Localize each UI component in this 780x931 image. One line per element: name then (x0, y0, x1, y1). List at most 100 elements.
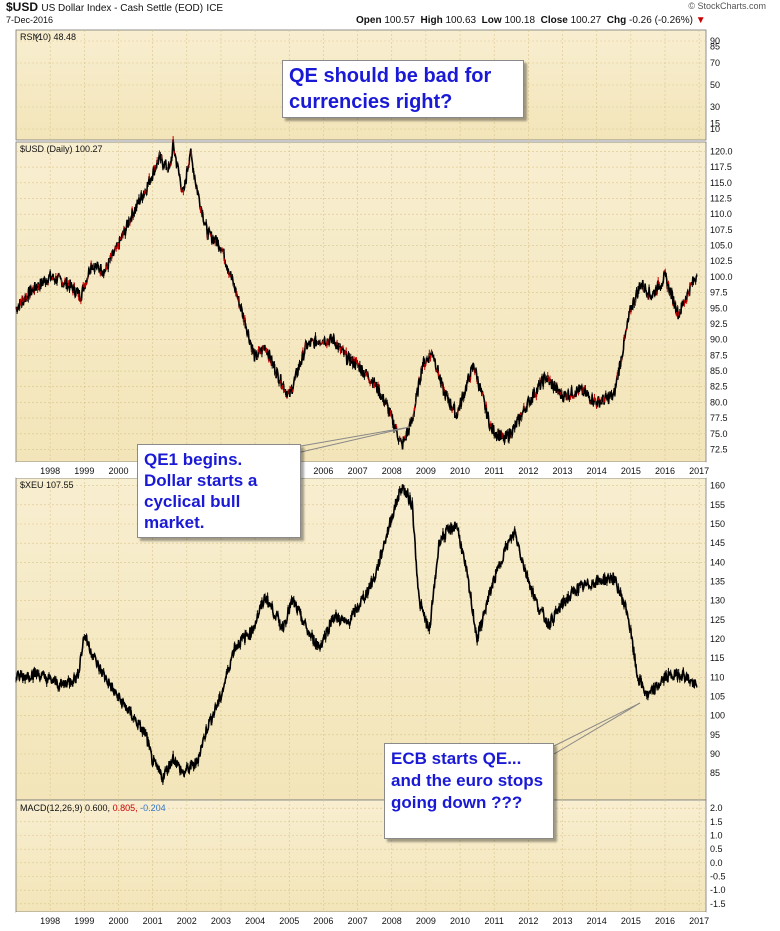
y-tick-label: -1.0 (710, 885, 726, 895)
callout-qe1-pointer-2 (300, 426, 411, 453)
x-tick-label: 2009 (416, 466, 436, 476)
y-tick-label: 110.0 (710, 209, 732, 219)
panel-macd (15, 799, 707, 913)
callout-qe-bad-text: QE should be bad for currencies right? (289, 65, 492, 113)
rsi-marker-icon (33, 33, 41, 39)
x-tick-label: 2003 (211, 916, 231, 926)
x-tick-label: 2011 (485, 916, 504, 926)
y-tick-label: 0.5 (710, 844, 723, 854)
y-tick-label: 110 (710, 672, 724, 682)
y-tick-label: 125 (710, 615, 725, 625)
date: 7-Dec-2016 (6, 15, 54, 25)
x-tick-label: 2008 (382, 466, 402, 476)
callout-qe1-pointer (300, 426, 411, 447)
callout-ecb-pointer-2 (553, 702, 641, 755)
y-tick-label: 0.0 (710, 858, 723, 868)
symbol-description: US Dollar Index - Cash Settle (EOD) (41, 3, 204, 14)
callout-qe1-text: QE1 begins. Dollar starts a cyclical bul… (144, 450, 258, 532)
y-tick-label: -1.5 (710, 899, 726, 909)
close-label: Close (540, 15, 568, 26)
y-tick-label: 92.5 (710, 319, 728, 329)
open-value: 100.57 (384, 15, 415, 26)
y-tick-label: 112.5 (710, 193, 732, 203)
usd-label: $USD (Daily) 100.27 (20, 144, 103, 154)
y-tick-label: 105.0 (710, 241, 733, 251)
chg-label: Chg (606, 15, 627, 26)
y-tick-label: 100.0 (710, 272, 733, 282)
macd-label: MACD(12,26,9) 0.600, 0.805, -0.204 (20, 803, 166, 813)
x-tick-label: 2015 (621, 466, 641, 476)
y-tick-label: 90 (710, 36, 720, 46)
y-tick-label: 120.0 (710, 146, 733, 156)
y-tick-label: 85 (710, 42, 720, 52)
x-tick-label: 2001 (143, 916, 163, 926)
x-tick-label: 2002 (177, 916, 197, 926)
exchange: ICE (206, 3, 224, 14)
y-tick-label: 107.5 (710, 225, 733, 235)
y-tick-label: 90.0 (710, 335, 728, 345)
symbol-line: $USD US Dollar Index - Cash Settle (EOD)… (6, 0, 223, 14)
y-tick-label: 10 (710, 124, 720, 134)
x-tick-label: 1999 (74, 466, 94, 476)
y-tick-label: 90 (710, 749, 720, 759)
x-tick-label: 2014 (587, 466, 607, 476)
y-tick-label: 150 (710, 519, 725, 529)
x-tick-label: 2017 (689, 466, 709, 476)
x-tick-label: 2000 (108, 466, 128, 476)
y-tick-label: 1.0 (710, 831, 723, 841)
chart-header: $USD US Dollar Index - Cash Settle (EOD)… (0, 0, 780, 28)
down-arrow-icon: ▼ (695, 15, 706, 26)
y-tick-label: 130 (710, 596, 725, 606)
x-tick-label: 2015 (621, 916, 641, 926)
y-tick-label: 145 (710, 538, 725, 548)
x-tick-label: 2009 (416, 916, 436, 926)
chg-value: -0.26 (-0.26%) (629, 15, 693, 26)
y-tick-label: 155 (710, 500, 725, 510)
y-tick-label: 160 (710, 481, 725, 491)
macd-histogram: -0.204 (140, 803, 166, 813)
y-tick-label: 135 (710, 577, 725, 587)
source-credit: © StockCharts.com (688, 1, 766, 11)
y-tick-label: 105 (710, 692, 725, 702)
rsi-label: RSI(10) 48.48 (20, 32, 76, 42)
x-tick-label: 2006 (313, 916, 333, 926)
y-tick-label: 77.5 (710, 413, 728, 423)
high-label: High (420, 15, 443, 26)
x-tick-label: 2000 (108, 916, 128, 926)
x-tick-label: 1998 (40, 466, 60, 476)
x-tick-label: 2007 (348, 466, 368, 476)
x-axis-band-lower (16, 912, 706, 928)
y-tick-label: 115.0 (710, 178, 732, 188)
x-tick-label: 2014 (587, 916, 607, 926)
x-tick-label: 2011 (485, 466, 504, 476)
x-tick-label: 2016 (655, 466, 675, 476)
x-tick-label: 2013 (553, 466, 573, 476)
low-value: 100.18 (504, 15, 536, 26)
close-value: 100.27 (570, 15, 602, 26)
y-tick-label: 95.0 (710, 303, 728, 313)
x-tick-label: 2013 (553, 916, 573, 926)
xeu-label: $XEU 107.55 (20, 480, 74, 490)
y-tick-label: 50 (710, 80, 720, 90)
callout-ecb-pointer (553, 702, 641, 747)
callout-ecb: ECB starts QE... and the euro stops goin… (384, 743, 554, 839)
symbol: $USD (6, 0, 39, 14)
y-tick-label: 15 (710, 119, 720, 129)
x-tick-label: 2010 (450, 466, 470, 476)
x-tick-label: 2017 (689, 916, 709, 926)
y-tick-label: 120 (710, 634, 725, 644)
y-tick-label: 85.0 (710, 366, 728, 376)
y-tick-label: 102.5 (710, 256, 733, 266)
y-tick-label: 80.0 (710, 397, 728, 407)
y-tick-label: 75.0 (710, 429, 728, 439)
x-tick-label: 1998 (40, 916, 60, 926)
high-value: 100.63 (445, 15, 477, 26)
y-tick-label: 70 (710, 58, 720, 68)
y-tick-label: 82.5 (710, 382, 728, 392)
x-tick-label: 2007 (348, 916, 368, 926)
x-tick-label: 2008 (382, 916, 402, 926)
y-tick-label: 85 (710, 768, 720, 778)
y-tick-label: 2.0 (710, 803, 723, 813)
y-tick-label: 97.5 (710, 288, 728, 298)
x-tick-label: 2005 (279, 916, 299, 926)
